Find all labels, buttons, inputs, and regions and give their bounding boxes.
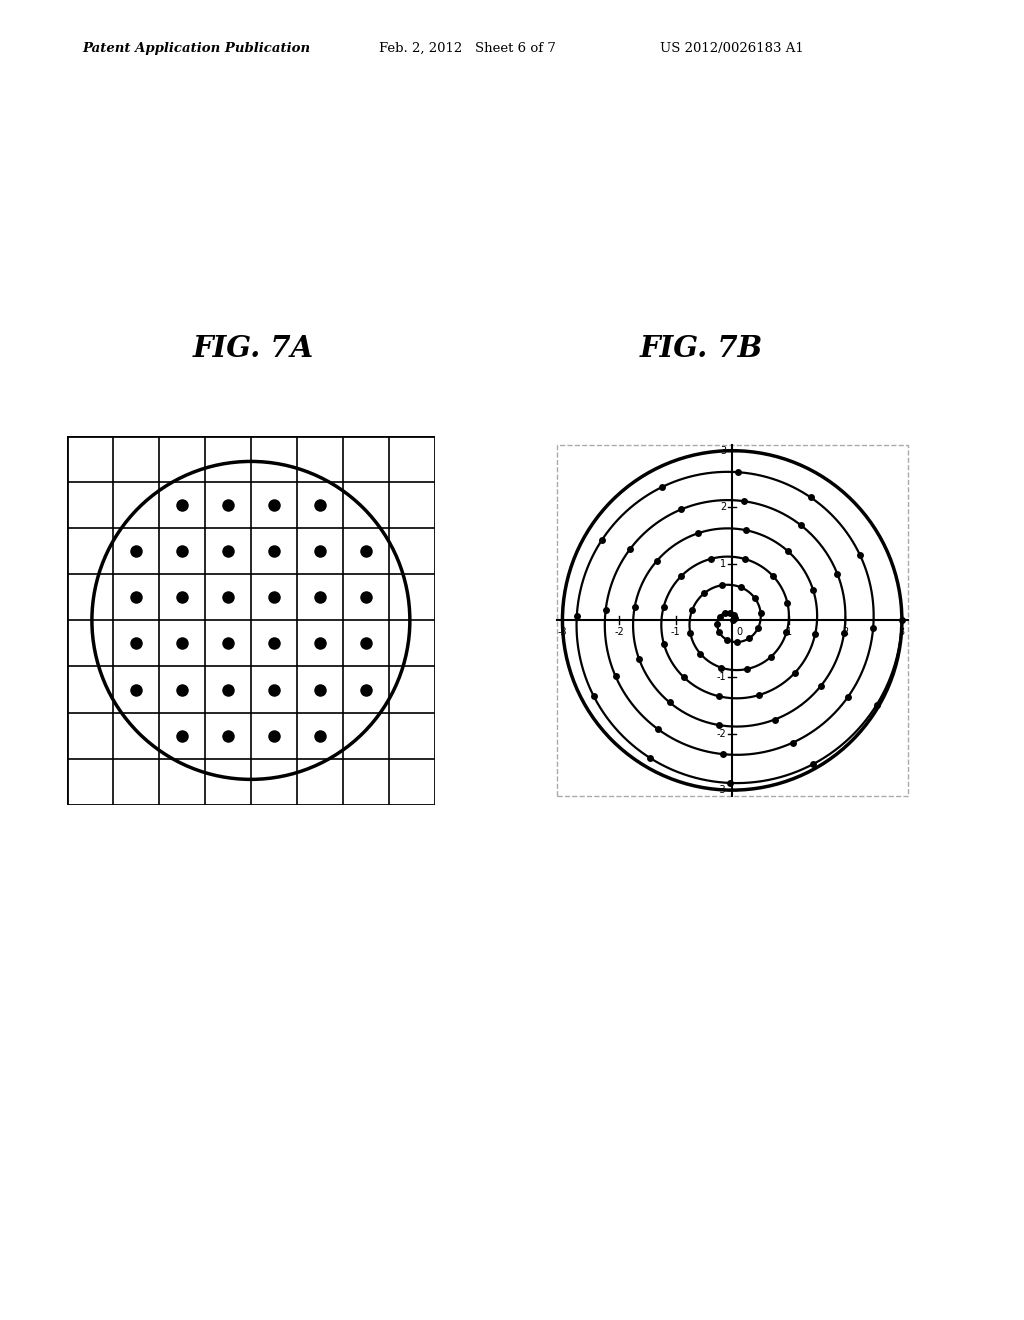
Text: Patent Application Publication: Patent Application Publication xyxy=(82,42,310,55)
Text: Feb. 2, 2012   Sheet 6 of 7: Feb. 2, 2012 Sheet 6 of 7 xyxy=(379,42,556,55)
Bar xyxy=(557,445,907,796)
Text: 2: 2 xyxy=(720,502,726,512)
Text: -3: -3 xyxy=(558,627,567,638)
Text: 1: 1 xyxy=(720,558,726,569)
Text: -2: -2 xyxy=(614,627,624,638)
Text: -1: -1 xyxy=(717,672,726,682)
Text: 2: 2 xyxy=(842,627,849,638)
Text: -2: -2 xyxy=(717,729,726,739)
Text: 3: 3 xyxy=(720,446,726,455)
Text: 1: 1 xyxy=(785,627,792,638)
Text: FIG. 7B: FIG. 7B xyxy=(640,334,763,363)
Text: US 2012/0026183 A1: US 2012/0026183 A1 xyxy=(660,42,804,55)
Text: 3: 3 xyxy=(899,627,905,638)
Text: 0: 0 xyxy=(736,627,742,638)
Text: -3: -3 xyxy=(717,785,726,795)
Text: -1: -1 xyxy=(671,627,680,638)
Text: FIG. 7A: FIG. 7A xyxy=(193,334,313,363)
